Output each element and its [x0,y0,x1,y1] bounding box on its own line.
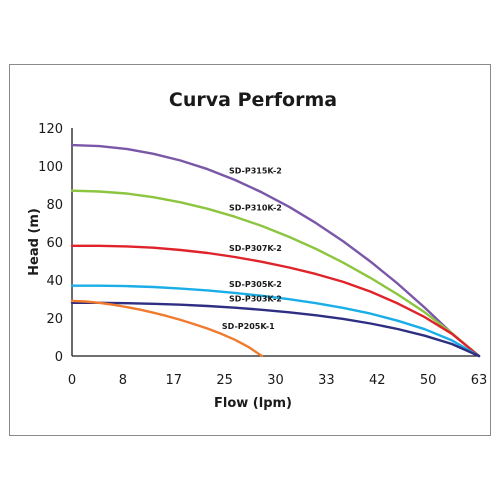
x-tick-label: 17 [165,373,182,388]
x-tick-label: 42 [369,373,386,388]
series-label: SD-P307K-2 [229,244,282,253]
x-tick-label: 0 [68,373,76,388]
y-tick-labels: 0 20 40 60 80 100 120 [38,122,63,365]
series-label: SD-P305K-2 [229,280,282,289]
x-tick-label: 50 [420,373,437,388]
series-line-sd-p307k-2 [70,244,481,358]
series-label: SD-P303K-2 [229,295,282,304]
y-tick-label: 0 [55,350,63,365]
x-tick-label: 30 [267,373,284,388]
y-tick-label: 60 [46,236,63,251]
x-tick-label: 25 [216,373,233,388]
y-tick-label: 80 [46,198,63,213]
series-label: SD-P205K-1 [222,322,275,331]
chart-frame [9,64,491,436]
series-line-sd-p305k-2 [70,284,481,358]
x-tick-label: 63 [471,373,488,388]
x-tick-label: 33 [318,373,335,388]
series-line-sd-p310k-2 [70,189,481,358]
series-line-sd-p205k-1 [70,299,264,358]
x-tick-label: 8 [119,373,127,388]
series-label: SD-P315K-2 [229,166,282,175]
series-curves [70,143,481,358]
series-labels: SD-P315K-2 SD-P310K-2 SD-P307K-2 SD-P305K-2… [222,166,282,331]
series-line-sd-p303k-2 [70,301,481,358]
series-line-sd-p315k-2 [70,143,481,358]
chart-title: Curva Performa [169,89,337,111]
x-axis-title: Flow (lpm) [214,396,292,411]
series-label: SD-P310K-2 [229,203,282,212]
y-tick-label: 40 [46,274,63,289]
y-tick-label: 100 [38,160,63,175]
y-tick-label: 120 [38,122,63,137]
y-axis-title: Head (m) [27,208,42,276]
y-tick-label: 20 [46,312,63,327]
x-tick-labels: 0 8 17 25 30 33 42 50 63 [68,373,487,388]
